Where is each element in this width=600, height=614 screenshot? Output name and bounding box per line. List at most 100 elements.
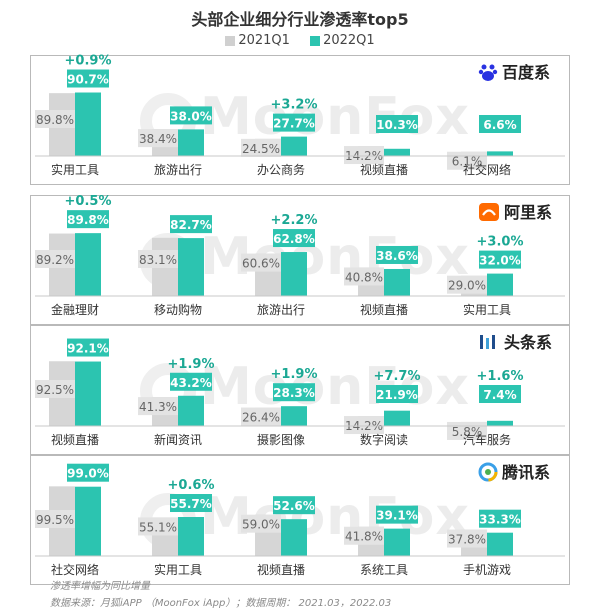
- category-label: 实用工具: [463, 302, 511, 317]
- data-label-bg-2021: [241, 514, 281, 533]
- data-label-bg-2021: [344, 526, 384, 545]
- bar-2022: [281, 136, 307, 156]
- category-label: 金融理财: [51, 302, 99, 317]
- data-label-2021: 26.4%: [242, 411, 280, 425]
- data-label-2022: 38.0%: [170, 109, 212, 123]
- footnote-growth: 渗透率增幅为同比增量: [50, 581, 150, 592]
- footnote-source: 数据来源：月狐iAPP （MoonFox iApp）；数据周期： 2021.03…: [50, 598, 392, 609]
- category-label: 社交网络: [51, 562, 99, 577]
- data-label-2021: 83.1%: [139, 253, 177, 267]
- data-label-bg-2022: [479, 385, 521, 403]
- data-label-bg-2022: [273, 113, 315, 132]
- category-label: 旅游出行: [257, 303, 305, 317]
- change-label: +7.7%: [374, 369, 421, 384]
- data-label-2022: 99.0%: [67, 467, 109, 481]
- chart-title: 头部企业细分行业渗透率top5: [191, 10, 409, 29]
- category-label: 新闻资讯: [154, 432, 202, 447]
- bar-2022: [487, 151, 513, 156]
- brand-logo-icon: [478, 462, 498, 486]
- watermark-text: MoonFox: [200, 357, 470, 417]
- brand-label: 头条系: [478, 329, 552, 356]
- data-label-2022: 33.3%: [479, 513, 521, 527]
- data-label-2021: 5.8%: [452, 425, 483, 439]
- bar-2022: [487, 273, 513, 296]
- data-label-2021: 41.3%: [139, 400, 177, 414]
- data-label-bg-2022: [273, 229, 315, 248]
- bar-2022: [384, 148, 410, 156]
- bar-2022: [384, 410, 410, 426]
- data-label-2021: 59.0%: [242, 518, 280, 532]
- data-label-bg-2022: [170, 215, 212, 234]
- data-label-2021: 60.6%: [242, 257, 280, 271]
- data-label-2022: 90.7%: [67, 73, 109, 87]
- data-label-bg-2022: [170, 372, 212, 391]
- data-label-bg-2022: [376, 385, 418, 403]
- panel-chart-4: 99.5% 99.0% 社交网络 55.1% 55.7% +0.6% 实用工具 59.0% 52…: [35, 463, 565, 577]
- data-label-bg-2021: [138, 397, 178, 416]
- category-label: 手机游戏: [463, 563, 511, 577]
- brand-logo-icon: [478, 332, 500, 356]
- data-label-2022: 6.6%: [483, 118, 516, 132]
- data-label-2022: 89.8%: [67, 213, 109, 227]
- category-label: 实用工具: [51, 162, 99, 177]
- bar-2022: [281, 252, 307, 296]
- data-label-2022: 62.8%: [273, 232, 315, 246]
- data-label-bg-2021: [447, 275, 487, 294]
- brand-logo-icon: [478, 202, 500, 226]
- bar-2022: [75, 361, 101, 426]
- category-label: 办公商务: [257, 162, 305, 177]
- data-label-2022: 10.3%: [376, 118, 418, 132]
- change-label: +0.6%: [168, 478, 215, 493]
- category-label: 汽车服务: [463, 432, 511, 447]
- brand-label: 百度系: [478, 59, 550, 86]
- data-label-2021: 6.1%: [452, 155, 483, 169]
- panel-chart-3: 92.5% 92.1% 视频直播 41.3% 43.2% +1.9% 新闻资讯 26.4% 28…: [35, 338, 565, 447]
- category-label: 移动购物: [154, 302, 202, 317]
- bar-2022: [75, 486, 101, 556]
- data-label-bg-2022: [67, 338, 109, 357]
- data-label-bg-2021: [35, 510, 75, 528]
- category-label: 数字阅读: [360, 432, 408, 447]
- data-label-2022: 52.6%: [273, 499, 315, 513]
- bar-2022: [75, 92, 101, 156]
- brand-name: 阿里系: [504, 203, 553, 222]
- brand-label: 腾讯系: [478, 459, 550, 486]
- data-label-bg-2021: [138, 517, 178, 536]
- brand-name: 百度系: [502, 63, 551, 82]
- bar-2022: [178, 129, 204, 156]
- category-label: 视频直播: [360, 302, 408, 317]
- data-label-2021: 29.0%: [448, 279, 486, 293]
- data-label-bg-2021: [35, 380, 75, 398]
- brand-label: 阿里系: [478, 199, 552, 226]
- brand-name: 头条系: [504, 333, 553, 352]
- data-label-2022: 38.6%: [376, 249, 418, 263]
- category-label: 社交网络: [463, 162, 511, 177]
- data-label-2022: 32.0%: [479, 254, 521, 268]
- change-label: +2.2%: [271, 213, 318, 228]
- bar-2022: [75, 233, 101, 296]
- change-label: +0.9%: [65, 54, 112, 69]
- data-label-bg-2021: [344, 146, 384, 165]
- data-label-bg-2021: [447, 529, 487, 548]
- data-label-bg-2021: [138, 250, 178, 268]
- change-label: +1.9%: [168, 357, 215, 372]
- panel-frame: [30, 55, 570, 185]
- data-label-bg-2022: [376, 505, 418, 524]
- panel-frame: [30, 325, 570, 455]
- change-label: +1.6%: [477, 369, 524, 384]
- legend-item-2022: 2022Q1: [310, 33, 375, 48]
- bar-2022: [281, 519, 307, 556]
- change-label: +3.0%: [477, 235, 524, 250]
- category-label: 实用工具: [154, 562, 202, 577]
- data-label-bg-2022: [170, 106, 212, 125]
- data-label-bg-2021: [344, 267, 384, 286]
- data-label-2022: 7.4%: [483, 388, 516, 402]
- change-label: +0.5%: [65, 194, 112, 209]
- panel-frame: [30, 455, 570, 585]
- change-label: +1.9%: [271, 367, 318, 382]
- category-label: 摄影图像: [257, 432, 305, 447]
- bar-2022: [178, 395, 204, 426]
- category-label: 视频直播: [360, 162, 408, 177]
- data-label-bg-2022: [376, 245, 418, 264]
- panel-frame: [30, 195, 570, 325]
